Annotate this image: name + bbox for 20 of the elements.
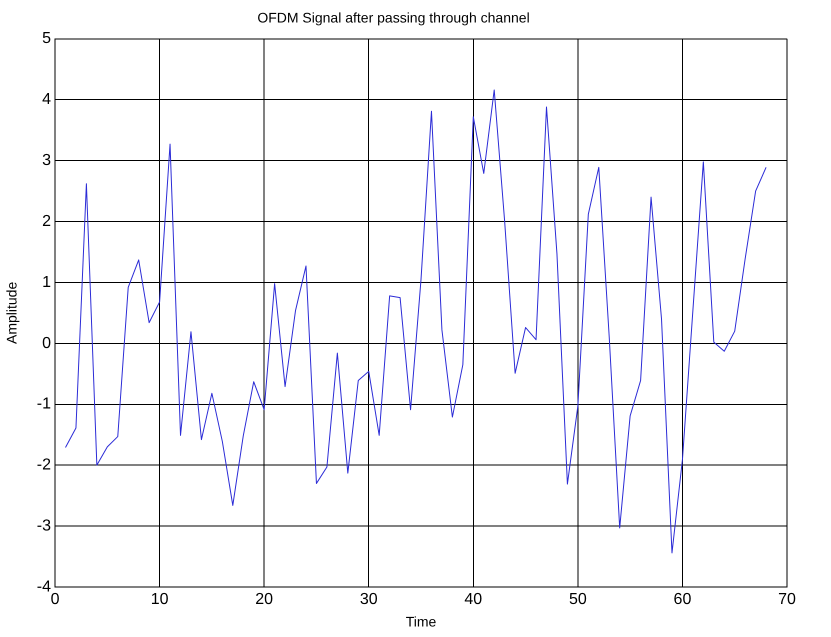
y-axis-title: Amplitude <box>3 282 20 344</box>
y-tick-label: 5 <box>42 30 52 48</box>
y-tick-label: 1 <box>42 274 52 291</box>
y-tick-label: 3 <box>42 152 52 170</box>
y-tick-label: -3 <box>36 517 52 534</box>
y-tick-label: 4 <box>42 91 52 108</box>
x-tick-label: 20 <box>255 591 274 608</box>
chart-title: OFDM Signal after passing through channel <box>257 9 530 26</box>
x-tick-label: 50 <box>568 591 587 608</box>
y-tick-label: 2 <box>42 212 52 230</box>
y-tick-label: -1 <box>36 396 52 413</box>
x-tick-label: 70 <box>778 591 796 608</box>
x-axis-title: Time <box>406 613 437 630</box>
y-tick-label: 0 <box>42 334 52 352</box>
y-tick-label: -2 <box>36 456 52 474</box>
x-tick-label: 10 <box>150 591 169 608</box>
y-tick-label: -4 <box>36 578 52 596</box>
x-tick-label: 60 <box>674 591 692 608</box>
x-tick-label: 30 <box>360 591 378 608</box>
x-tick-label: 40 <box>464 591 482 608</box>
